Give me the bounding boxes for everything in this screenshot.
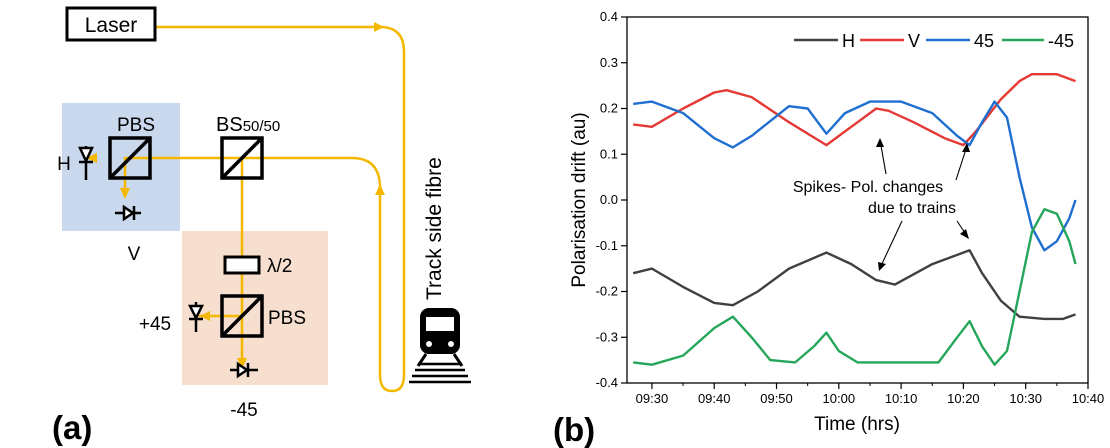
y-axis-label: Polarisation drift (au)	[569, 112, 590, 287]
legend-label-minus45: -45	[1048, 31, 1074, 51]
x-tick-label: 09:50	[760, 391, 793, 406]
chart-ticks: -0.4 -0.3 -0.2 -0.1 0.0 0.1 0.2 0.3 0.4 09:30 09:4…	[596, 9, 1105, 406]
y-tick-label: 0.3	[600, 55, 618, 70]
minus45-label: -45	[230, 400, 257, 421]
arrow-fibre-return-icon	[375, 184, 385, 195]
arrow-to-plus45-detector-icon	[200, 311, 210, 321]
waveplate-icon	[223, 255, 261, 275]
series-line-v	[633, 73, 1076, 147]
bs-label: BS50/50	[216, 114, 280, 136]
legend-label-h: H	[842, 31, 855, 51]
legend-label-45: 45	[974, 31, 994, 51]
x-tick-label: 10:30	[1009, 391, 1042, 406]
x-tick-label: 09:30	[636, 391, 669, 406]
photodiode-icon	[115, 204, 141, 222]
h-label: H	[57, 154, 71, 175]
annotation-line-2: due to trains	[868, 200, 956, 217]
series-line-45	[633, 100, 1077, 252]
plus45-label: +45	[139, 314, 171, 335]
diagonal-detection-region	[182, 231, 328, 385]
chart-series	[632, 73, 1077, 366]
train-icon	[409, 308, 471, 384]
y-tick-label: -0.1	[596, 238, 618, 253]
arrow-to-h-detector-icon	[86, 153, 97, 163]
x-axis-label: Time (hrs)	[814, 414, 900, 435]
legend-label-v: V	[908, 31, 920, 51]
annotation-line-1: Spikes- Pol. changes	[793, 179, 943, 196]
lambda-label: λ/2	[267, 256, 292, 277]
pbs-bottom-label: PBS	[268, 308, 306, 329]
panel-b-label: (b)	[553, 411, 595, 448]
laser-box	[65, 6, 157, 42]
panel-a-label: (a)	[52, 409, 92, 446]
x-tick-label: 10:20	[947, 391, 980, 406]
x-tick-label: 10:10	[885, 391, 918, 406]
fibre-label: Track side fibre	[423, 157, 446, 300]
panel-a-setup-diagram: Laser PBS BS50/50 H V λ/2	[52, 6, 471, 446]
series-line-minus45	[633, 208, 1077, 366]
v-label: V	[128, 244, 141, 265]
plot-area-frame	[626, 16, 1089, 384]
y-tick-label: 0.2	[600, 101, 618, 116]
x-tick-label: 10:40	[1072, 391, 1105, 406]
arrow-to-fibre-icon	[374, 22, 384, 32]
series-line-h	[632, 249, 1076, 321]
chart-legend: H V 45 -45	[794, 31, 1074, 51]
y-tick-label: -0.4	[596, 375, 618, 390]
beam-splitter-icon	[108, 136, 152, 180]
y-tick-label: 0.1	[600, 146, 618, 161]
y-tick-label: 0.0	[600, 192, 618, 207]
beam-splitter-icon	[220, 294, 264, 338]
photodiode-icon	[187, 302, 205, 332]
panel-b-chart: -0.4 -0.3 -0.2 -0.1 0.0 0.1 0.2 0.3 0.4 09:30 09:4…	[553, 9, 1104, 448]
pbs-top-label: PBS	[117, 115, 155, 136]
y-tick-label: 0.4	[600, 9, 618, 24]
beam-arrowheads	[86, 22, 385, 369]
x-tick-label: 10:00	[823, 391, 856, 406]
spike-annotation: Spikes- Pol. changes due to trains	[793, 138, 970, 271]
arrow-to-minus45-detector-icon	[237, 358, 247, 369]
photodiode-icon	[230, 361, 258, 379]
beam-splitter-icon	[220, 136, 264, 180]
laser-label: Laser	[85, 14, 138, 37]
y-tick-label: -0.3	[596, 329, 618, 344]
arrow-to-v-detector-icon	[120, 188, 130, 199]
x-tick-label: 09:40	[698, 391, 731, 406]
photodiode-icon	[78, 146, 94, 180]
y-tick-label: -0.2	[596, 284, 618, 299]
